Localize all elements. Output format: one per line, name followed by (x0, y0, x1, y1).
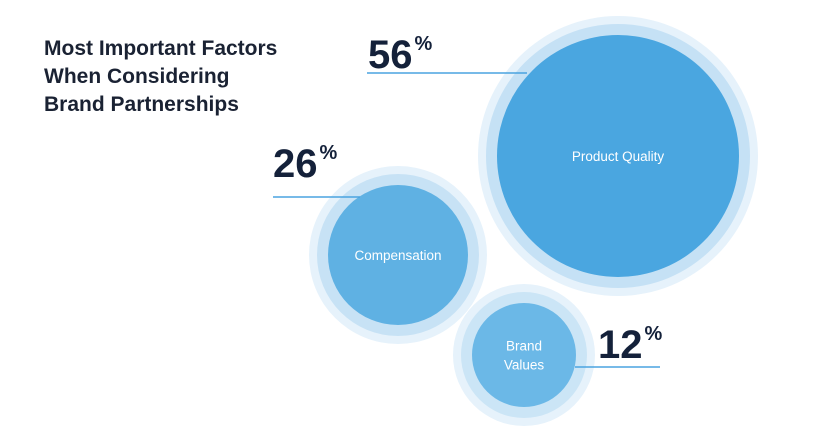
bubble-label-compensation: Compensation (354, 248, 441, 263)
bubble-label-product-quality-line-1: Product Quality (572, 149, 665, 164)
bubble-compensation (328, 185, 468, 325)
bubble-label-brand-values: Brand Values (504, 339, 545, 373)
chart-title-line-3: Brand Partnerships (44, 93, 239, 116)
value-percent-compensation: % (320, 142, 338, 164)
bubble-product-quality (497, 35, 739, 277)
bubble-label-brand-values-line-1: Brand (506, 339, 542, 354)
bubble-label-compensation-line-1: Compensation (354, 248, 441, 263)
chart-title: Most Important Factors When Considering … (44, 37, 282, 116)
bubble-brand-values (472, 303, 576, 407)
value-number-product-quality: 56 (368, 33, 413, 77)
bubble-label-brand-values-line-2: Values (504, 358, 545, 373)
bubbles-group: 56 % Product Quality 26 % Compensation 12 % Bran… (273, 16, 758, 426)
chart-title-line-1: Most Important Factors (44, 37, 277, 60)
value-label-brand-values: 12% (598, 323, 663, 367)
value-percent-brand-values: % (645, 323, 663, 345)
value-label-product-quality: 56% (368, 33, 433, 77)
value-percent-product-quality: % (415, 33, 433, 55)
value-number-compensation: 26 (273, 142, 318, 186)
chart-title-line-2: When Considering (44, 65, 230, 88)
value-label-compensation: 26% (273, 142, 338, 186)
value-number-brand-values: 12 (598, 323, 643, 367)
bubble-label-product-quality: Product Quality (572, 149, 665, 164)
